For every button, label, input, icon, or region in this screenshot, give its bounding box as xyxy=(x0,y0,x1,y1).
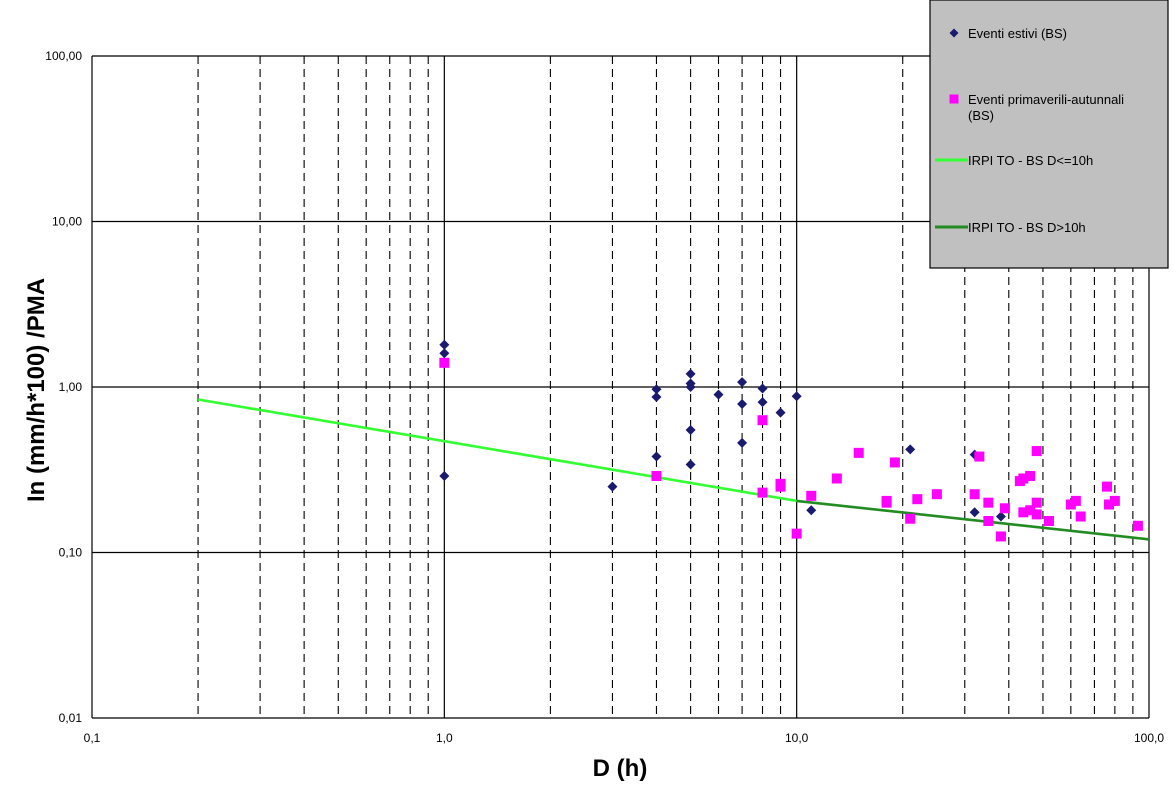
point-summer-event xyxy=(439,339,450,350)
series-line-4 xyxy=(796,499,1150,541)
point-spring-autumn-event xyxy=(831,473,842,484)
point-spring-autumn-event xyxy=(1025,470,1036,481)
y-tick-label: 1,00 xyxy=(59,380,83,394)
point-spring-autumn-event xyxy=(969,489,980,500)
point-spring-autumn-event xyxy=(974,451,985,462)
point-spring-autumn-event xyxy=(757,487,768,498)
point-summer-event xyxy=(713,389,724,400)
point-spring-autumn-event xyxy=(1109,495,1120,506)
point-spring-autumn-event xyxy=(1070,495,1081,506)
point-summer-event xyxy=(685,368,696,379)
x-tick-label: 1,0 xyxy=(436,731,453,745)
y-tick-label: 0,01 xyxy=(59,711,83,725)
point-summer-event xyxy=(685,382,696,392)
point-summer-event xyxy=(995,511,1006,522)
point-summer-event xyxy=(737,398,748,409)
point-spring-autumn-event xyxy=(1043,516,1054,527)
point-summer-event xyxy=(791,391,802,402)
point-summer-event xyxy=(651,392,662,403)
series-line-3 xyxy=(197,398,797,503)
legend-swatch-square xyxy=(949,94,959,104)
point-spring-autumn-event xyxy=(1102,481,1113,492)
point-spring-autumn-event xyxy=(651,470,662,481)
legend-label-line: (BS) xyxy=(968,108,994,123)
legend-label: IRPI TO - BS D<=10h xyxy=(968,153,1093,168)
x-axis-title: D (h) xyxy=(593,755,648,782)
y-tick-label: 0,10 xyxy=(59,546,83,560)
x-tick-label: 100,0 xyxy=(1134,731,1164,745)
legend-box xyxy=(929,0,1169,269)
point-summer-event xyxy=(685,424,696,435)
point-summer-event xyxy=(651,384,662,395)
point-spring-autumn-event xyxy=(881,495,892,506)
point-spring-autumn-event xyxy=(1031,509,1042,520)
legend-swatch-diamond xyxy=(949,28,959,38)
legend-label-line: Eventi primaverili-autunnali xyxy=(968,92,1124,107)
point-spring-autumn-event xyxy=(1018,507,1029,518)
point-spring-autumn-event xyxy=(806,490,817,501)
x-tick-label: 10,0 xyxy=(785,731,809,745)
point-summer-event xyxy=(806,505,817,516)
data-points xyxy=(439,339,1143,542)
point-summer-event xyxy=(737,437,748,448)
point-summer-event xyxy=(757,397,768,408)
point-summer-event xyxy=(439,470,450,481)
point-summer-event xyxy=(737,377,748,388)
point-spring-autumn-event xyxy=(983,497,994,508)
point-spring-autumn-event xyxy=(1132,520,1143,531)
point-summer-event xyxy=(439,348,450,359)
y-tick-label: 10,00 xyxy=(52,215,82,229)
tick-labels: 0,1 1,0 10,0 100,0 0,01 0,10 1,00 10,00 100,00 xyxy=(45,49,1164,745)
point-summer-event xyxy=(685,459,696,470)
series-lines xyxy=(197,398,1150,541)
point-spring-autumn-event xyxy=(757,415,768,426)
point-spring-autumn-event xyxy=(995,531,1006,542)
point-spring-autumn-event xyxy=(1031,446,1042,457)
point-spring-autumn-event xyxy=(983,516,994,527)
point-spring-autumn-event xyxy=(439,357,450,368)
point-summer-event xyxy=(757,383,768,394)
point-spring-autumn-event xyxy=(1075,511,1086,522)
legend-label: Eventi primaverili-autunnali (BS) xyxy=(968,92,1124,123)
point-spring-autumn-event xyxy=(853,447,864,458)
point-summer-event xyxy=(607,481,618,492)
legend-label-line: IRPI TO - BS D<=10h xyxy=(968,153,1093,168)
legend-label: IRPI TO - BS D>10h xyxy=(968,220,1086,235)
legend: Eventi estivi (BS) Eventi primaverili-aut… xyxy=(929,0,1169,269)
legend-label-line: Eventi estivi (BS) xyxy=(968,26,1067,41)
point-summer-event xyxy=(905,444,916,455)
point-spring-autumn-event xyxy=(931,489,942,500)
y-tick-label: 100,00 xyxy=(45,49,82,63)
point-spring-autumn-event xyxy=(905,513,916,524)
point-spring-autumn-event xyxy=(889,457,900,468)
point-spring-autumn-event xyxy=(1031,497,1042,508)
point-spring-autumn-event xyxy=(1104,499,1115,510)
point-spring-autumn-event xyxy=(1025,505,1036,516)
point-spring-autumn-event xyxy=(1018,473,1029,484)
point-spring-autumn-event xyxy=(775,481,786,492)
point-spring-autumn-event xyxy=(912,494,923,505)
y-axis-title: In (mm/h*100) /PMA xyxy=(23,278,50,502)
point-spring-autumn-event xyxy=(1065,499,1076,510)
legend-label-line: IRPI TO - BS D>10h xyxy=(968,220,1086,235)
point-summer-event xyxy=(775,407,786,418)
point-summer-event xyxy=(969,507,980,518)
point-summer-event xyxy=(651,451,662,462)
point-spring-autumn-event xyxy=(791,528,802,539)
point-spring-autumn-event xyxy=(999,503,1010,514)
x-tick-label: 0,1 xyxy=(84,731,101,745)
legend-label: Eventi estivi (BS) xyxy=(968,26,1067,41)
